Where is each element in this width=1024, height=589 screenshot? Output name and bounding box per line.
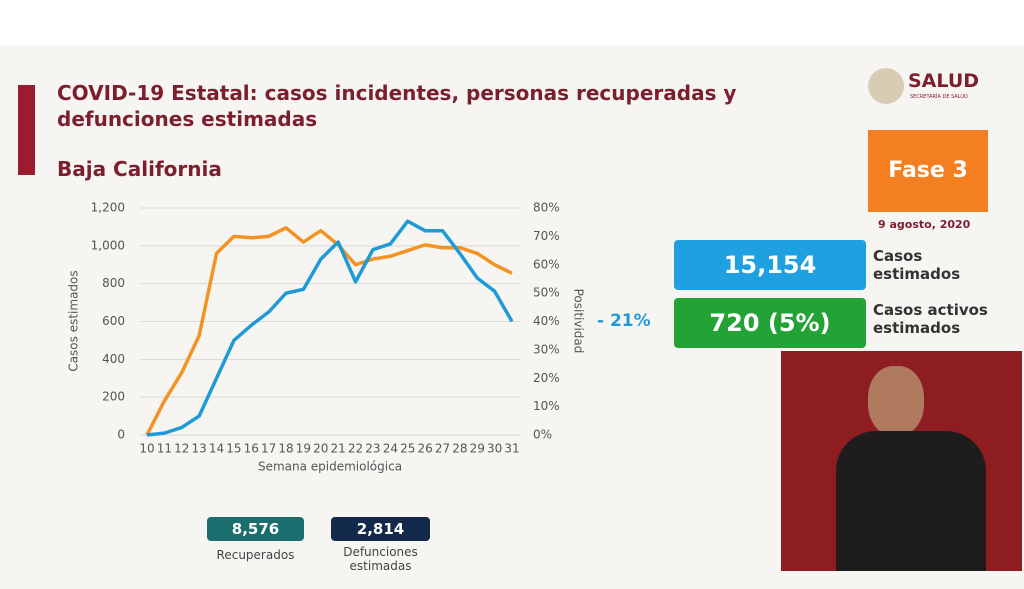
y-tick-label: 600 [102, 314, 125, 328]
x-tick-label: 12 [174, 442, 189, 456]
x-tick-label: 13 [192, 442, 207, 456]
x-tick-label: 16 [244, 442, 259, 456]
y-tick-label: 1,200 [91, 201, 125, 215]
x-tick-label: 29 [470, 442, 485, 456]
x-tick-label: 21 [331, 442, 346, 456]
stat-label: Casos activos estimados [873, 301, 988, 337]
footer-label: Defunciones estimadas [343, 545, 418, 573]
y-tick-label: 0 [117, 428, 125, 442]
y-tick-label: 400 [102, 352, 125, 366]
video-feed [781, 351, 1022, 571]
x-tick-label: 31 [504, 442, 519, 456]
stat-value: 720 (5%) [674, 298, 866, 348]
x-tick-label: 11 [157, 442, 172, 456]
x-tick-label: 19 [296, 442, 311, 456]
x-tick-label: 24 [383, 442, 398, 456]
title: COVID-19 Estatal: casos incidentes, pers… [57, 81, 737, 131]
y2-tick-label: 20% [533, 371, 560, 385]
footer-label: Recuperados [216, 548, 295, 562]
y-tick-label: 800 [102, 276, 125, 290]
footer-value: 8,576 [207, 517, 304, 541]
x-tick-label: 27 [435, 442, 450, 456]
x-tick-label: 10 [139, 442, 154, 456]
accent-bar [18, 85, 35, 175]
x-tick-label: 22 [348, 442, 363, 456]
date: 9 agosto, 2020 [878, 218, 971, 231]
x-axis-label: Semana epidemiológica [258, 460, 402, 474]
x-tick-label: 14 [209, 442, 224, 456]
x-tick-label: 18 [278, 442, 293, 456]
y-tick-label: 200 [102, 390, 125, 404]
y-tick-label: 1,000 [91, 238, 125, 252]
stat-value: 15,154 [674, 240, 866, 290]
x-tick-label: 28 [452, 442, 467, 456]
x-tick-label: 17 [261, 442, 276, 456]
phase: Fase 3 [868, 130, 988, 212]
y2-tick-label: 0% [533, 428, 552, 442]
y2-tick-label: 40% [533, 314, 560, 328]
x-tick-label: 15 [226, 442, 241, 456]
x-tick-label: 26 [417, 442, 432, 456]
x-tick-label: 20 [313, 442, 328, 456]
logo: SALUD [908, 70, 980, 92]
x-tick-label: 23 [365, 442, 380, 456]
x-tick-label: 30 [487, 442, 502, 456]
logo-icon [868, 68, 904, 104]
y2-tick-label: 10% [533, 399, 560, 413]
stat-label: Casos estimados [873, 247, 961, 283]
top-bar [0, 0, 1024, 45]
logo-sub: SECRETARÍA DE SALUD [910, 94, 968, 100]
series-line [145, 226, 513, 436]
footer-value: 2,814 [331, 517, 430, 541]
change: - 21% [597, 311, 651, 331]
y2-tick-label: 70% [533, 229, 560, 243]
chart: Semana epidemiológica Casos estimados Po… [67, 201, 586, 474]
y2-tick-label: 30% [533, 342, 560, 356]
y2-tick-label: 50% [533, 286, 560, 300]
series-line [146, 219, 514, 437]
y2-tick-label: 80% [533, 201, 560, 215]
y2-axis-label: Positividad [572, 289, 586, 354]
x-tick-label: 25 [400, 442, 415, 456]
subtitle: Baja California [57, 157, 222, 181]
y2-tick-label: 60% [533, 257, 560, 271]
y-axis-label: Casos estimados [67, 270, 81, 371]
